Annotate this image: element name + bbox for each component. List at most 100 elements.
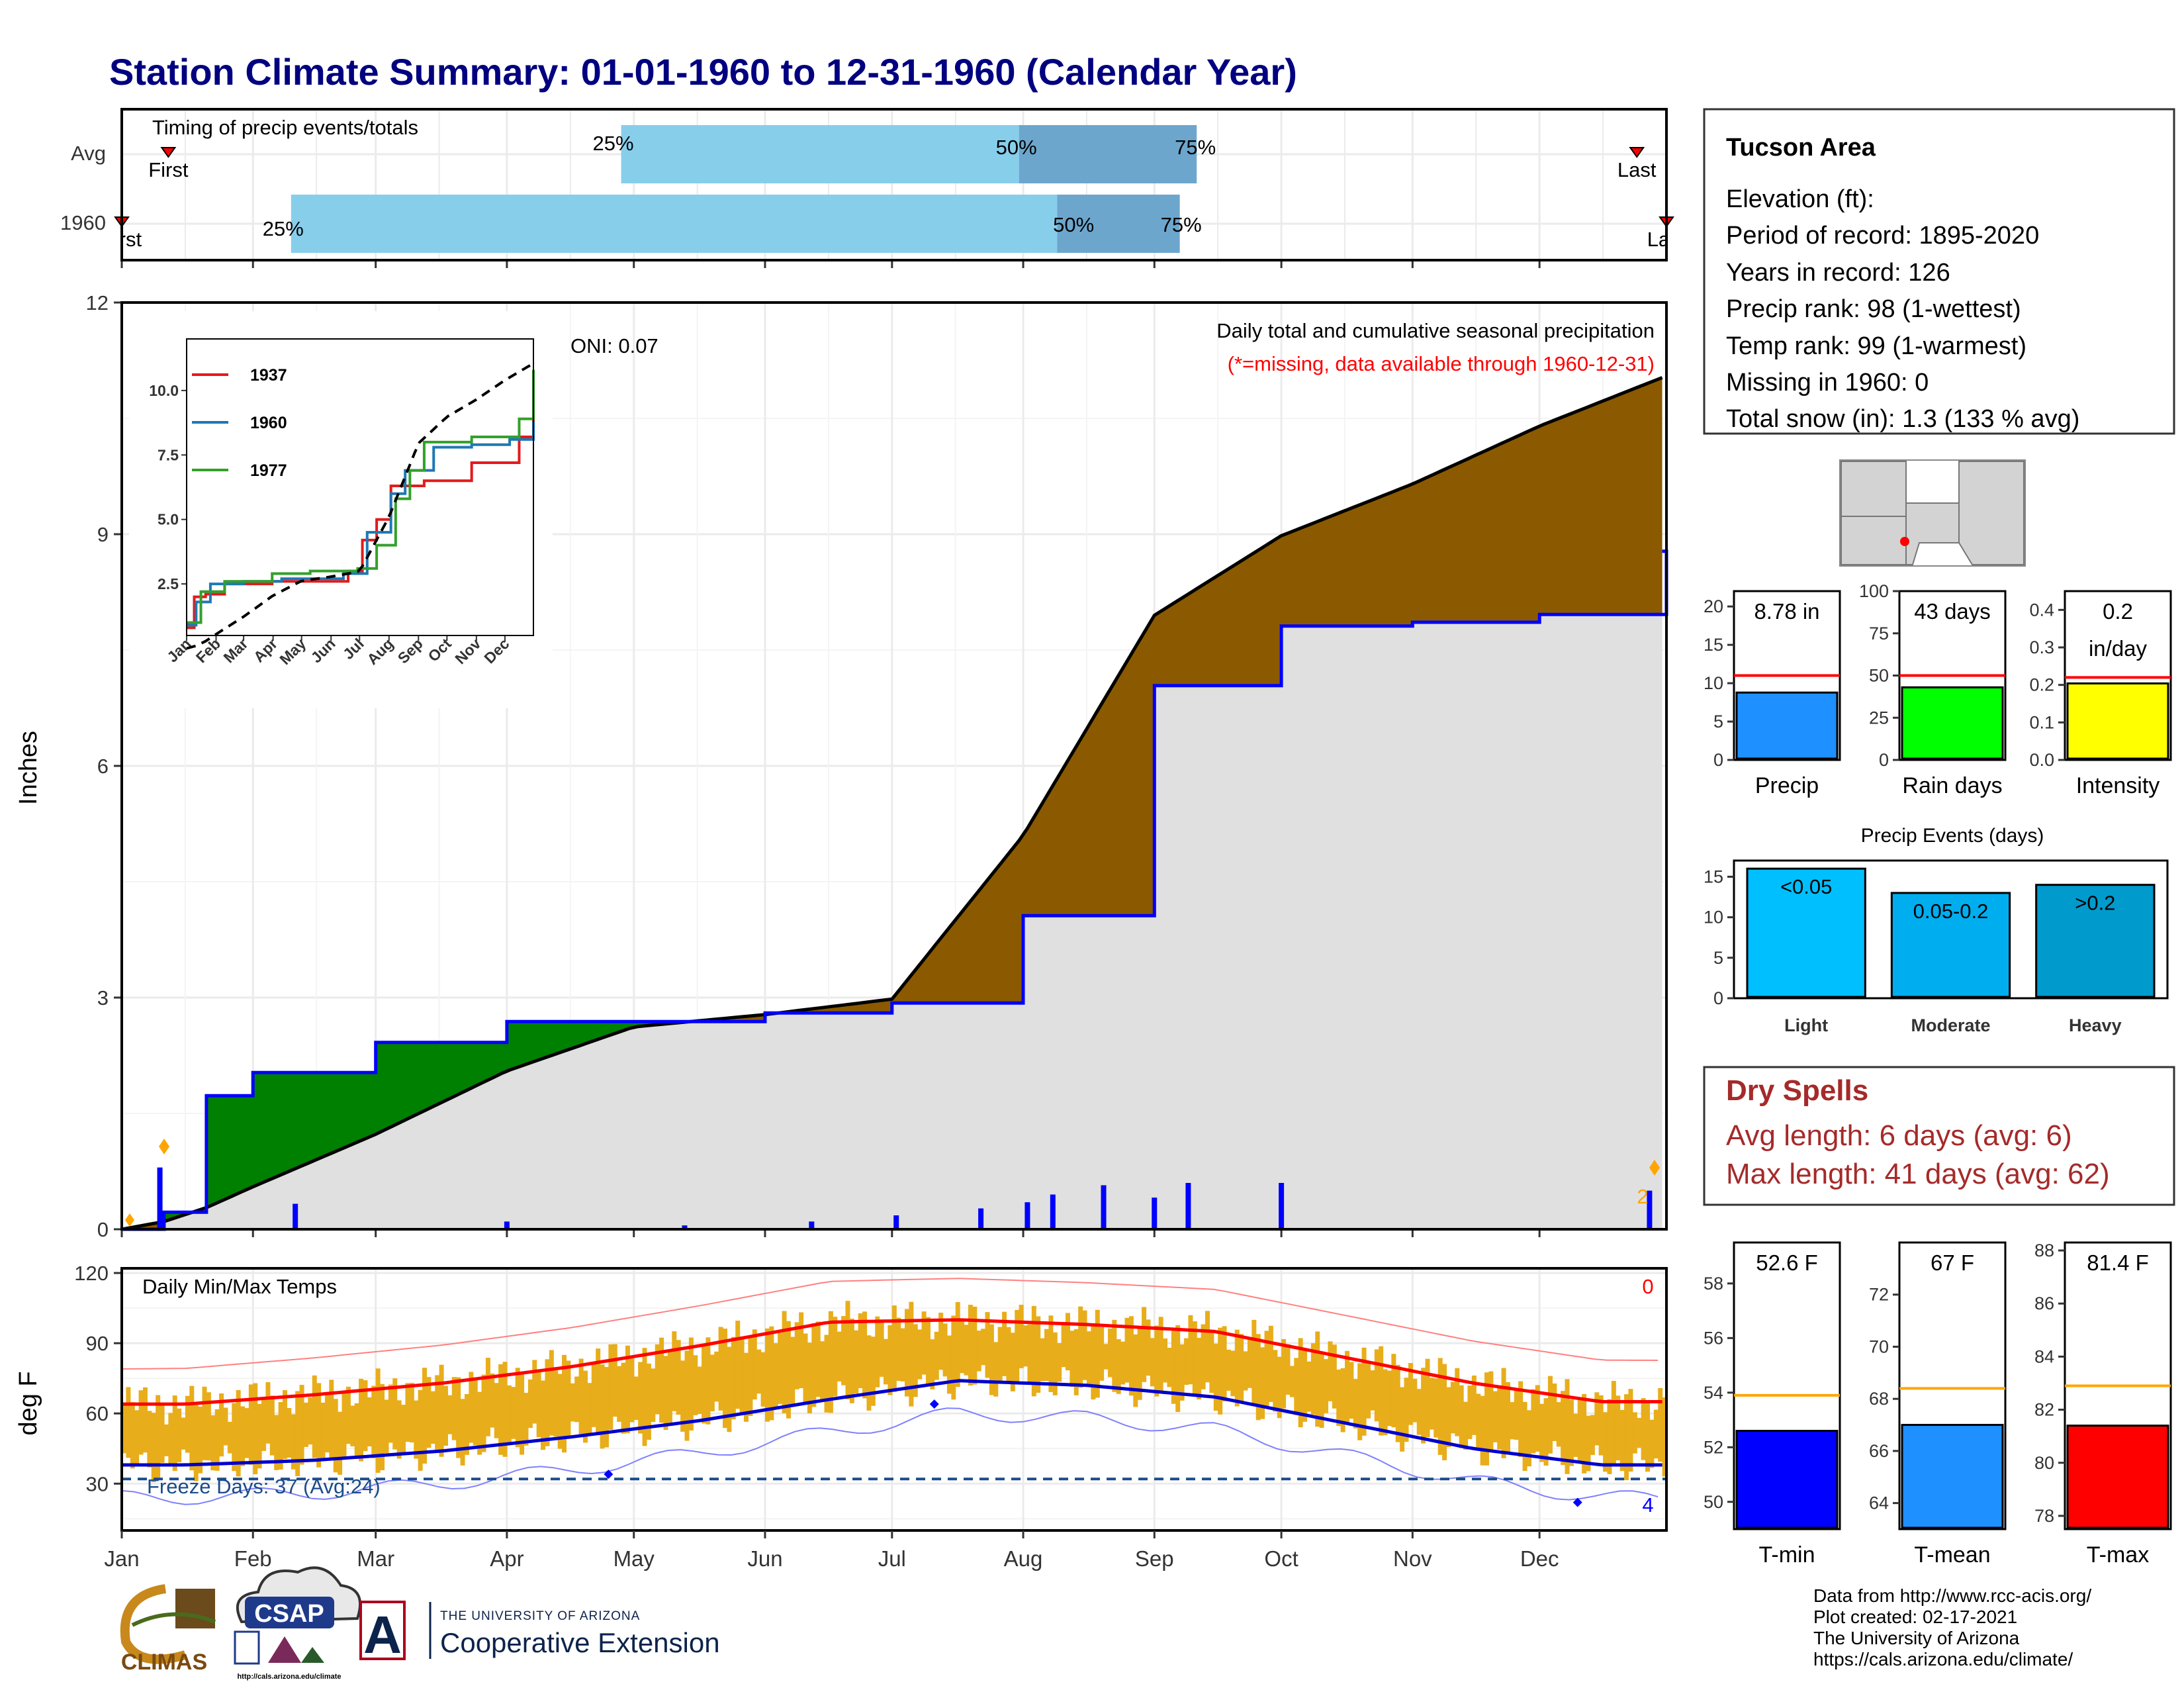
daily-temp-bar: [193, 1405, 199, 1481]
daily-precip-bar: [809, 1221, 815, 1229]
daily-temp-bar: [925, 1317, 931, 1385]
daily-temp-bar: [1471, 1375, 1477, 1435]
daily-temp-bar: [854, 1330, 859, 1394]
daily-temp-bar: [680, 1360, 686, 1432]
daily-temp-bar: [841, 1316, 846, 1385]
event-category-label: Light: [1784, 1015, 1828, 1035]
daily-temp-bar: [1658, 1387, 1663, 1462]
daily-temp-bar: [451, 1377, 457, 1440]
daily-temp-bar: [904, 1309, 909, 1397]
daily-temp-bar: [1086, 1331, 1091, 1387]
page-title: Station Climate Summary: 01-01-1960 to 1…: [109, 51, 1297, 93]
daily-temp-bar: [1501, 1368, 1506, 1458]
daily-temp-bar: [430, 1391, 435, 1444]
daily-temp-bar: [278, 1402, 283, 1470]
precip-panel: 2 Daily total and cumulative seasonal pr…: [15, 291, 1668, 1241]
daily-temp-bar: [1298, 1338, 1303, 1428]
timing-row-year: 1960: [60, 211, 106, 234]
daily-temp-bar: [156, 1395, 161, 1479]
daily-temp-bar: [1615, 1395, 1621, 1461]
daily-temp-bar: [1213, 1343, 1218, 1411]
daily-temp-bar: [807, 1342, 812, 1414]
daily-temp-bar: [1095, 1309, 1100, 1398]
daily-temp-bar: [523, 1393, 529, 1446]
daily-temp-bar: [638, 1362, 643, 1434]
csap-url: http://cals.arizona.edu/climate: [237, 1673, 341, 1681]
daily-temp-bar: [917, 1329, 923, 1380]
daily-temp-bar: [439, 1364, 444, 1457]
summary-bar-chart: 78 80 82 84 86 88 81.4 F T-max: [2034, 1241, 2172, 1568]
daily-temp-bar: [1150, 1338, 1155, 1387]
first-event-label: First: [148, 158, 189, 181]
inset-series-line: [187, 411, 535, 630]
footer-credits: Data from http://www.rcc-acis.org/ Plot …: [1813, 1585, 2091, 1669]
daily-temp-bar: [261, 1399, 267, 1451]
daily-temp-bar: [1416, 1389, 1422, 1435]
daily-temp-bar: [672, 1331, 677, 1411]
daily-temp-bar: [1137, 1326, 1142, 1400]
precip-ytick-label: 6: [97, 755, 109, 778]
daily-temp-bar: [739, 1336, 745, 1414]
daily-temp-bar: [147, 1411, 152, 1468]
daily-temp-bar: [1484, 1372, 1490, 1466]
inset-avg-line: [186, 363, 534, 650]
daily-temp-bar: [316, 1383, 322, 1468]
daily-temp-bar: [232, 1403, 237, 1472]
summary-tick-label: 0: [1713, 750, 1723, 770]
daily-temp-bar: [989, 1324, 994, 1395]
station-line-4: Temp rank: 99 (1-warmest): [1726, 332, 2026, 360]
daily-temp-bar: [1255, 1334, 1261, 1421]
daily-temp-bar: [1433, 1378, 1439, 1438]
summary-tick-label: 54: [1704, 1383, 1723, 1403]
daily-temp-bar: [494, 1383, 499, 1438]
daily-temp-bar: [578, 1358, 584, 1436]
daily-temp-bar: [773, 1343, 778, 1408]
daily-temp-bar: [1234, 1329, 1240, 1407]
record-marker: [929, 1399, 939, 1409]
summary-tick-label: 25: [1869, 708, 1889, 727]
daily-temp-bar: [1116, 1339, 1121, 1394]
event-category-label: Moderate: [1911, 1015, 1990, 1035]
daily-temp-bar: [447, 1395, 453, 1434]
daily-temp-bar: [608, 1344, 614, 1430]
daily-temp-bar: [756, 1349, 762, 1394]
daily-temp-bar: [1336, 1369, 1342, 1427]
daily-temp-bar: [879, 1321, 884, 1377]
daily-temp-bar: [1400, 1387, 1405, 1452]
daily-temp-bar: [870, 1336, 876, 1406]
daily-temp-bar: [210, 1415, 216, 1471]
station-line-6: Total snow (in): 1.3 (133 % avg): [1726, 405, 2079, 433]
daily-temp-bar: [604, 1367, 609, 1448]
daily-temp-bar: [338, 1411, 343, 1475]
daily-temp-bar: [1188, 1315, 1193, 1385]
daily-temp-bar: [837, 1331, 842, 1382]
summary-tick-label: 68: [1869, 1389, 1889, 1409]
timing-label-p50: 50%: [1053, 213, 1094, 236]
daily-temp-bar: [269, 1395, 275, 1456]
daily-temp-bar: [223, 1407, 228, 1446]
daily-temp-bar: [295, 1391, 300, 1476]
daily-temp-bar: [1040, 1338, 1045, 1382]
daily-precip-bar: [1152, 1197, 1158, 1229]
daily-temp-bar: [536, 1372, 541, 1438]
daily-temp-bar: [591, 1362, 596, 1427]
summary-tick-label: 0.1: [2029, 712, 2054, 732]
daily-temp-bar: [574, 1376, 580, 1423]
daily-temp-bar: [769, 1326, 774, 1421]
daily-precip-bar: [682, 1225, 688, 1229]
daily-temp-bar: [1315, 1331, 1320, 1427]
month-label: May: [614, 1546, 655, 1571]
temp-missing-min: 4: [1642, 1493, 1653, 1517]
daily-temp-bar: [401, 1405, 406, 1454]
daily-temp-bar: [633, 1376, 639, 1421]
daily-temp-bar: [506, 1385, 512, 1445]
daily-temp-bar: [1044, 1329, 1049, 1382]
summary-bar: [1901, 686, 2004, 760]
daily-temp-bar: [1649, 1419, 1655, 1468]
avg-tmax-line: [122, 1318, 1662, 1406]
daily-precip-bar: [1279, 1183, 1285, 1229]
daily-temp-bar: [177, 1408, 182, 1462]
daily-temp-bar: [1497, 1385, 1502, 1450]
daily-temp-bar: [1302, 1348, 1308, 1422]
